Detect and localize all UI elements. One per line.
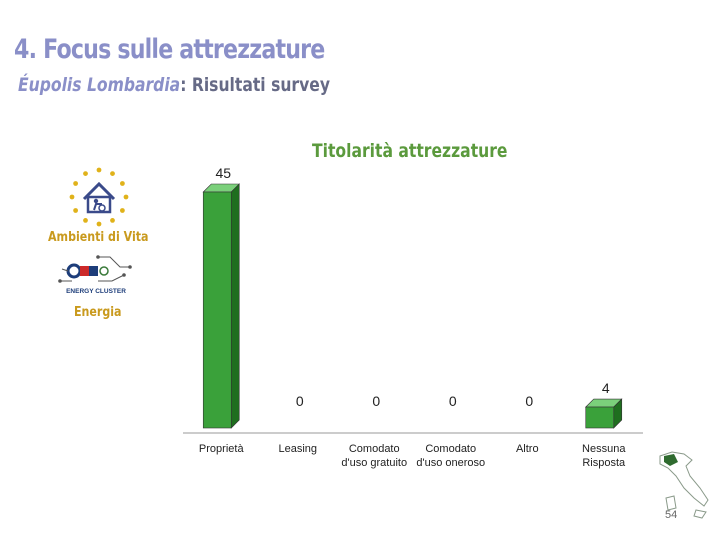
x-tick-label: Comodato — [425, 443, 476, 455]
x-tick-label: d'uso gratuito — [341, 457, 407, 469]
data-label: 0 — [296, 393, 304, 409]
page-subtitle: Éupolis Lombardia: Risultati survey — [18, 74, 330, 96]
page-number: 54 — [665, 509, 678, 521]
data-label: 4 — [602, 380, 610, 396]
x-tick-label: d'uso oneroso — [416, 457, 485, 469]
x-tick-label: Leasing — [278, 443, 317, 455]
bar — [585, 406, 615, 429]
energy-cluster-logo: ENERGY CLUSTER — [58, 255, 132, 295]
x-tick-label: Comodato — [349, 443, 400, 455]
energia-label: Energia — [74, 305, 122, 320]
x-tick-label: Nessuna — [582, 443, 626, 455]
subtitle-rest: : Risultati survey — [180, 74, 330, 96]
bar — [202, 191, 232, 429]
ambienti-di-vita-label: Ambienti di Vita — [48, 230, 149, 245]
subtitle-brand: Éupolis Lombardia — [18, 74, 181, 96]
x-tick-label: Altro — [516, 443, 539, 455]
x-tick-label: Proprietà — [199, 443, 245, 455]
page-title: 4. Focus sulle attrezzature — [14, 34, 325, 65]
bar-side — [230, 183, 240, 429]
data-label: 0 — [449, 393, 457, 409]
italy-map-icon — [659, 451, 709, 519]
data-label: 45 — [215, 165, 231, 181]
ambienti-di-vita-logo — [69, 167, 129, 227]
energy-cluster-text: ENERGY CLUSTER — [66, 288, 126, 295]
data-label: 0 — [372, 393, 380, 409]
x-tick-label: Risposta — [582, 457, 626, 469]
data-label: 0 — [525, 393, 533, 409]
chart-title: Titolarità attrezzature — [312, 140, 508, 162]
